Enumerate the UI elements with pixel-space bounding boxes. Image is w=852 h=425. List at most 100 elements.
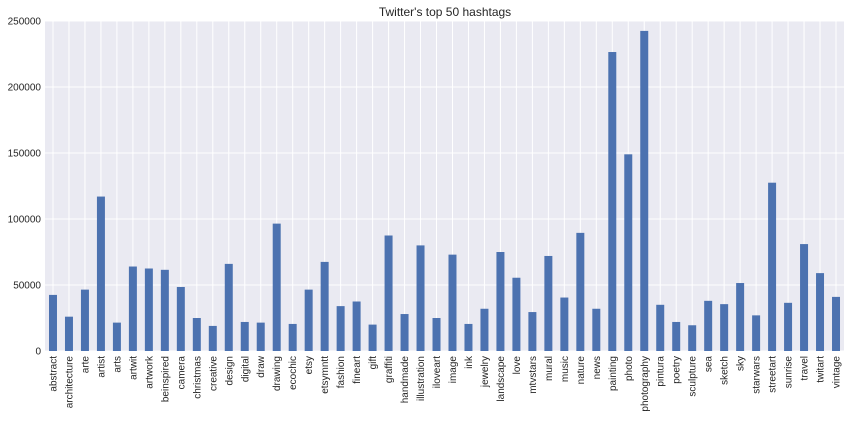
bar-gift (368, 324, 377, 351)
x-tick-label: artwork (144, 355, 155, 389)
bar-iloveart (432, 318, 441, 351)
bar-streetart (768, 182, 777, 351)
x-tick-label: graffiti (384, 356, 395, 383)
x-tick-label: music (560, 356, 571, 382)
x-tick-label: starwars (752, 356, 763, 394)
bar-abstract (48, 294, 57, 351)
x-tick-label: iloveart (432, 356, 443, 388)
x-tick-label: draw (256, 355, 267, 377)
bar-sky (736, 283, 745, 351)
x-tick-label: sea (704, 356, 715, 373)
bar-fashion (336, 306, 345, 351)
bar-painting (608, 52, 617, 352)
x-tick-label: gift (368, 356, 379, 370)
bar-image (448, 254, 457, 351)
y-tick-label: 250000 (8, 17, 42, 28)
x-tick-label: digital (240, 356, 251, 382)
x-tick-label: mtvstars (528, 356, 539, 394)
bar-fineart (352, 301, 361, 351)
bar-landscape (496, 252, 505, 351)
bar-sea (704, 300, 713, 351)
bar-vintage (832, 296, 841, 351)
bar-artwork (144, 268, 153, 351)
x-tick-label: photo (624, 356, 635, 381)
bar-sketch (720, 304, 729, 351)
bar-etsy (304, 289, 313, 351)
bar-music (560, 297, 569, 351)
x-tick-label: photography (640, 356, 651, 412)
x-tick-label: fineart (352, 356, 363, 384)
x-tick-label: handmade (400, 356, 411, 404)
x-tick-label: poetry (672, 356, 683, 384)
x-tick-label: arts (112, 356, 123, 373)
bar-ecochic (288, 323, 297, 351)
x-tick-label: sunrise (784, 356, 795, 389)
bar-mtvstars (528, 312, 537, 351)
x-tick-label: etsymntt (320, 356, 331, 394)
bar-ink (464, 323, 473, 351)
x-tick-label: mural (544, 356, 555, 381)
x-tick-label: sky (736, 356, 747, 371)
x-tick-label: travel (800, 356, 811, 380)
bar-camera (176, 286, 185, 351)
x-tick-label: love (512, 356, 523, 375)
x-tick-label: beinspired (160, 356, 171, 402)
plot-area (45, 20, 844, 352)
bar-photo (624, 154, 633, 351)
bar-pintura (656, 304, 665, 351)
y-tick-label: 50000 (13, 281, 41, 292)
bar-jewelry (480, 308, 489, 351)
x-tick-label: artwit (128, 356, 139, 380)
bar-design (224, 263, 233, 351)
bar-artist (96, 196, 105, 351)
bar-news (592, 308, 601, 351)
x-tick-label: jewelry (480, 356, 491, 388)
bar-digital (240, 321, 249, 351)
x-tick-label: abstract (48, 356, 59, 392)
x-tick-label: architecture (64, 356, 75, 409)
bar-mural (544, 255, 553, 351)
x-tick-label: illustration (416, 356, 427, 401)
bar-artwit (128, 266, 137, 351)
x-tick-label: artist (96, 356, 107, 378)
y-tick-label: 150000 (8, 149, 42, 160)
x-tick-label: image (448, 356, 459, 384)
y-tick-label: 200000 (8, 83, 42, 94)
x-tick-label: etsy (304, 356, 315, 374)
x-tick-label: drawing (272, 356, 283, 391)
y-tick-label: 100000 (8, 215, 42, 226)
x-tick-label: fashion (336, 356, 347, 388)
bar-creative (208, 325, 217, 351)
bar-christmas (192, 318, 201, 351)
x-tick-label: landscape (496, 356, 507, 402)
x-tick-label: sculpture (688, 356, 699, 397)
x-tick-label: twitart (816, 356, 827, 383)
bar-beinspired (160, 269, 169, 351)
bar-photography (640, 30, 649, 352)
bar-graffiti (384, 235, 393, 351)
bar-arte (80, 289, 89, 351)
bar-arts (112, 322, 121, 351)
bar-love (512, 277, 521, 351)
bar-architecture (64, 316, 73, 351)
x-tick-label: vintage (832, 356, 843, 389)
bar-travel (800, 244, 809, 351)
x-tick-label: camera (176, 356, 187, 390)
bar-drawing (272, 223, 281, 351)
x-tick-label: news (592, 356, 603, 379)
x-tick-label: pintura (656, 356, 667, 387)
x-tick-label: streetart (768, 356, 779, 393)
bar-sunrise (784, 302, 793, 351)
x-tick-label: christmas (192, 356, 203, 399)
x-tick-label: sketch (720, 356, 731, 385)
x-tick-label: creative (208, 356, 219, 391)
x-tick-label: painting (608, 356, 619, 391)
x-tick-label: nature (576, 356, 587, 385)
bar-etsymntt (320, 261, 329, 351)
chart-title: Twitter's top 50 hashtags (379, 5, 511, 19)
x-tick-label: ecochic (288, 356, 299, 390)
x-tick-label: ink (464, 355, 475, 369)
y-tick-label: 0 (35, 347, 41, 358)
